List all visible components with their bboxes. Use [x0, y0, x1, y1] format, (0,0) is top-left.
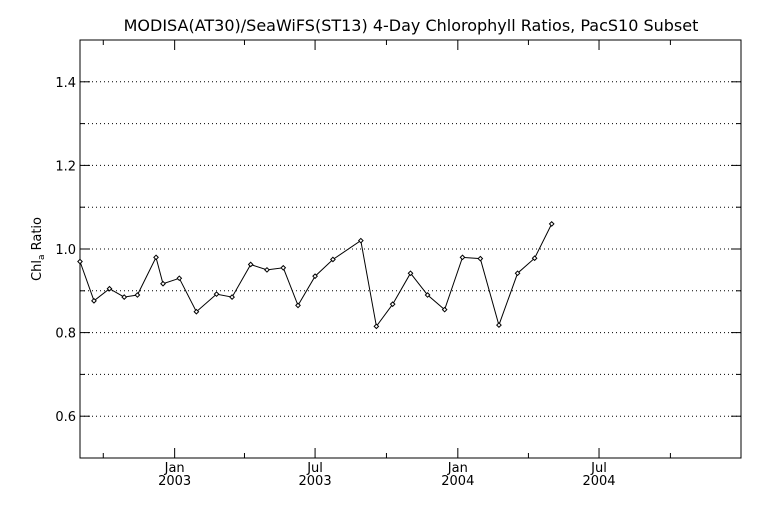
data-point — [121, 294, 128, 300]
data-point — [295, 302, 301, 309]
plot-frame — [79, 39, 742, 459]
data-point — [77, 258, 83, 265]
tick-layer: 0.60.81.01.21.4Jan2003Jul2003Jan2004Jul2… — [55, 40, 741, 489]
data-point — [280, 264, 287, 271]
y-tick-label: 1.2 — [55, 159, 76, 174]
y-axis-label-subscript: a — [37, 255, 47, 261]
x-tick-label-month: Jul — [306, 461, 323, 476]
data-point — [264, 266, 270, 273]
data-point — [514, 270, 521, 277]
y-tick-label: 0.8 — [55, 327, 76, 342]
data-point — [193, 308, 200, 315]
data-point — [373, 323, 380, 330]
ylabel-layer: Chla Ratio — [30, 217, 47, 281]
data-point — [134, 292, 141, 298]
data-point — [531, 255, 538, 262]
y-axis-label: Chla Ratio — [30, 217, 47, 281]
data-point — [91, 297, 97, 304]
data-point — [407, 270, 414, 277]
x-tick-label-month: Jul — [590, 461, 607, 476]
data-point — [389, 301, 396, 308]
y-tick-label: 1.0 — [55, 243, 76, 258]
data-point — [330, 256, 336, 263]
grid-layer — [80, 81, 741, 417]
x-tick-label-year: 2003 — [299, 474, 332, 489]
y-axis-label-main: Chl — [30, 260, 45, 281]
y-axis-label-rest: Ratio — [30, 217, 45, 255]
x-tick-label-month: Jan — [164, 461, 185, 476]
data-point — [424, 292, 431, 298]
data-point — [106, 285, 113, 292]
data-point — [153, 254, 159, 261]
data-point — [312, 273, 318, 280]
data-point — [548, 221, 555, 227]
data-point — [477, 255, 484, 262]
data-point — [213, 291, 220, 298]
y-tick-label: 1.4 — [55, 76, 76, 91]
data-point — [441, 306, 448, 313]
data-point — [160, 280, 166, 287]
data-point — [496, 322, 502, 328]
chart-title: MODISA(AT30)/SeaWiFS(ST13) 4-Day Chlorop… — [124, 16, 699, 35]
data-point — [229, 294, 235, 300]
x-tick-label-month: Jan — [447, 461, 468, 476]
y-tick-label: 0.6 — [55, 410, 76, 425]
x-tick-label-year: 2004 — [582, 474, 615, 489]
data-point — [176, 275, 183, 282]
x-tick-label-year: 2003 — [158, 474, 191, 489]
data-point — [459, 254, 466, 261]
data-point — [247, 261, 254, 268]
x-tick-label-year: 2004 — [441, 474, 474, 489]
series-layer — [77, 221, 555, 330]
data-point — [357, 237, 364, 244]
